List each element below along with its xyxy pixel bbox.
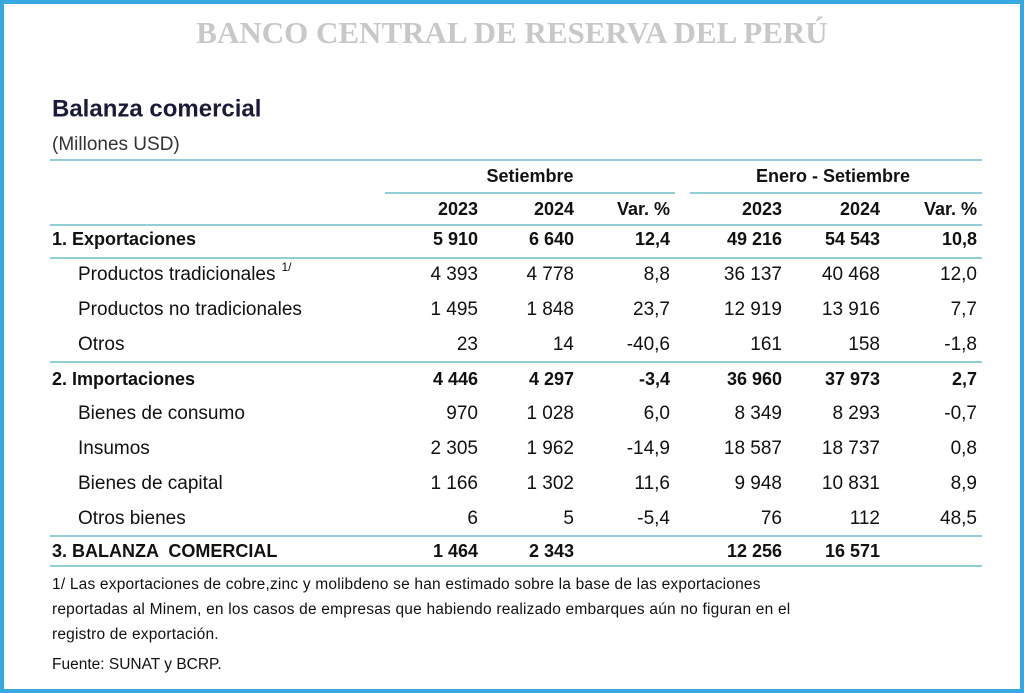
title: Balanza comercial xyxy=(52,95,261,122)
cell: 10 831 xyxy=(822,473,880,494)
cell: 23 xyxy=(457,334,478,355)
cell: 1 302 xyxy=(526,473,574,494)
cell: 9 948 xyxy=(734,473,782,494)
row-label: Bienes de consumo xyxy=(78,403,245,424)
cell: 1 464 xyxy=(433,541,478,561)
column-header: 2024 xyxy=(534,199,574,219)
cell: 37 973 xyxy=(825,369,880,389)
cell: 54 543 xyxy=(825,229,880,249)
column-header: Var. % xyxy=(924,199,977,219)
cell: 2 343 xyxy=(529,541,574,561)
cell: 6 640 xyxy=(529,229,574,249)
row-label: Insumos xyxy=(78,438,150,459)
cell: 8 349 xyxy=(734,403,782,424)
cell: 112 xyxy=(850,508,880,529)
cell: 158 xyxy=(848,334,880,355)
cell: 16 571 xyxy=(825,541,880,561)
cell: -40,6 xyxy=(627,334,670,355)
subtitle: (Millones USD) xyxy=(52,134,180,155)
cell: 1 962 xyxy=(526,438,574,459)
cell: 36 960 xyxy=(727,369,782,389)
footnote: 1/ Las exportaciones de cobre,zinc y mol… xyxy=(52,576,761,593)
row-label: 2. Importaciones xyxy=(52,369,195,389)
row-label: Otros bienes xyxy=(78,508,186,529)
cell: 10,8 xyxy=(942,229,977,249)
cell: -0,7 xyxy=(944,403,977,424)
cell: -14,9 xyxy=(627,438,670,459)
cell: 4 778 xyxy=(526,264,574,285)
cell: 6 xyxy=(467,508,478,529)
column-header: Var. % xyxy=(617,199,670,219)
cell: 5 910 xyxy=(433,229,478,249)
cell: 6,0 xyxy=(644,403,670,424)
cell: 8 293 xyxy=(832,403,880,424)
cell: 161 xyxy=(750,334,782,355)
cell: 4 446 xyxy=(433,369,478,389)
cell: 12,4 xyxy=(635,229,670,249)
cell: 8,9 xyxy=(951,473,977,494)
cell: 8,8 xyxy=(644,264,670,285)
cell: 40 468 xyxy=(822,264,880,285)
cell: 18 587 xyxy=(724,438,782,459)
row-label: Otros xyxy=(78,334,124,355)
cell: 12,0 xyxy=(940,264,977,285)
column-header: 2023 xyxy=(742,199,782,219)
cell: 76 xyxy=(761,508,782,529)
group-header: Setiembre xyxy=(486,166,573,186)
cell: 1 848 xyxy=(526,299,574,320)
row-label: Bienes de capital xyxy=(78,473,223,494)
cell: -3,4 xyxy=(639,369,670,389)
footnote: registro de exportación. xyxy=(52,626,219,643)
cell: 49 216 xyxy=(727,229,782,249)
cell: 2 305 xyxy=(430,438,478,459)
column-header: 2024 xyxy=(840,199,880,219)
cell: 5 xyxy=(563,508,574,529)
row-label: 1. Exportaciones xyxy=(52,229,196,249)
cell: 14 xyxy=(553,334,575,355)
footnote: reportadas al Minem, en los casos de emp… xyxy=(52,601,790,618)
cell: 18 737 xyxy=(822,438,880,459)
cell: 7,7 xyxy=(951,299,977,320)
cell: 11,6 xyxy=(634,473,670,494)
bank-name: BANCO CENTRAL DE RESERVA DEL PERÚ xyxy=(196,15,827,50)
footnote-ref: 1/ xyxy=(282,260,293,274)
group-header: Enero - Setiembre xyxy=(756,166,910,186)
row-label: Productos tradicionales xyxy=(78,264,276,285)
cell: -5,4 xyxy=(637,508,670,529)
cell: 4 297 xyxy=(529,369,574,389)
column-header: 2023 xyxy=(438,199,478,219)
cell: 4 393 xyxy=(430,264,478,285)
cell: 1 028 xyxy=(526,403,574,424)
cell: 2,7 xyxy=(952,369,977,389)
source: Fuente: SUNAT y BCRP. xyxy=(52,656,222,673)
cell: 12 919 xyxy=(724,299,782,320)
cell: 36 137 xyxy=(724,264,782,285)
cell: 13 916 xyxy=(822,299,880,320)
cell: 1 495 xyxy=(430,299,478,320)
cell: 48,5 xyxy=(940,508,977,529)
cell: 970 xyxy=(446,403,478,424)
cell: 1 166 xyxy=(430,473,478,494)
cell: -1,8 xyxy=(944,334,977,355)
row-label: Productos no tradicionales xyxy=(78,299,302,320)
cell: 23,7 xyxy=(633,299,670,320)
cell: 12 256 xyxy=(727,541,782,561)
row-label: 3. BALANZA COMERCIAL xyxy=(52,541,277,561)
cell: 0,8 xyxy=(951,438,977,459)
